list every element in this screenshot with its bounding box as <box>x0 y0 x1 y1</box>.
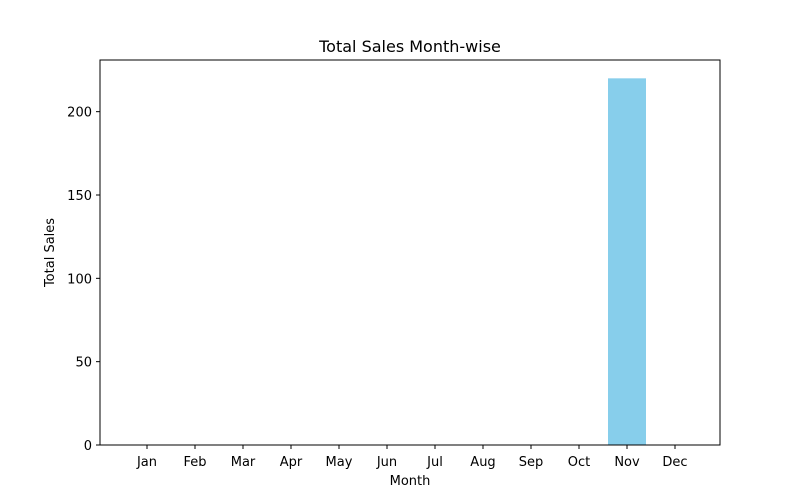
y-tick-label: 50 <box>75 356 92 371</box>
x-tick-label: Aug <box>470 455 495 470</box>
x-tick-label: Oct <box>568 455 590 470</box>
x-tick-label: Mar <box>231 455 256 470</box>
y-tick-label: 150 <box>67 189 92 204</box>
chart-title: Total Sales Month-wise <box>318 37 501 56</box>
x-tick-label: Apr <box>280 455 303 470</box>
x-tick-label: Jan <box>136 455 157 470</box>
x-tick-label: Dec <box>662 455 687 470</box>
x-axis: Jan Feb Mar Apr May Jun Jul Aug Sep Oct Nov Dec <box>136 445 688 470</box>
x-tick-label: Feb <box>183 455 206 470</box>
x-tick-label: May <box>326 455 353 470</box>
bar-nov <box>608 78 646 445</box>
bars-layer <box>608 78 646 445</box>
y-tick-label: 0 <box>84 439 92 454</box>
y-axis-title: Total Sales <box>43 218 58 288</box>
plot-frame <box>99 59 721 446</box>
y-tick-label: 200 <box>67 106 92 121</box>
x-tick-label: Sep <box>519 455 544 470</box>
x-tick-label: Jun <box>376 455 397 470</box>
y-axis: 0 50 100 150 200 <box>67 106 100 454</box>
x-tick-label: Nov <box>614 455 640 470</box>
y-tick-label: 100 <box>67 272 92 287</box>
x-axis-title: Month <box>390 474 431 489</box>
x-tick-label: Jul <box>426 455 443 470</box>
